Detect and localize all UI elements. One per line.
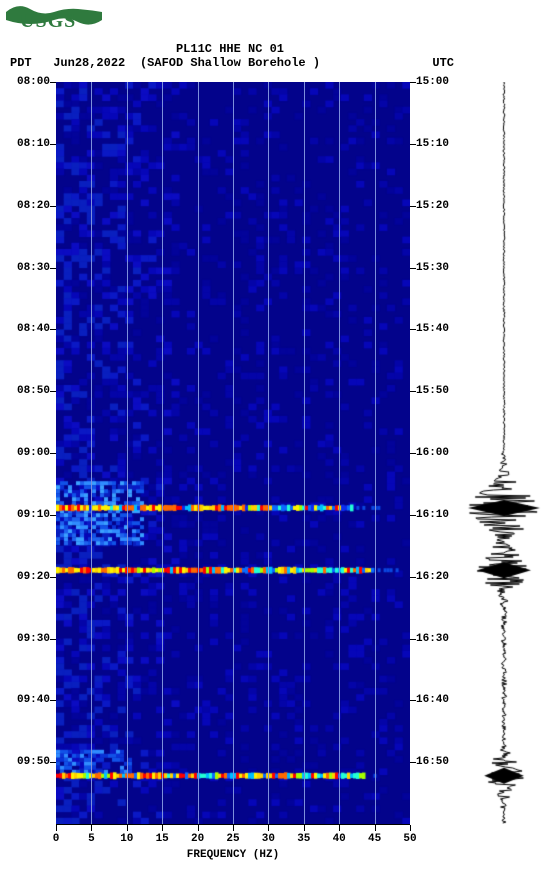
pdt-tick-mark [50,206,56,207]
pdt-tick-mark [50,577,56,578]
grid-line [233,82,234,824]
utc-tick-label: 16:00 [416,447,449,459]
utc-tick-mark [410,453,416,454]
x-tick-mark [410,825,411,831]
x-tick-mark [233,825,234,831]
utc-tick-mark [410,144,416,145]
grid-line [198,82,199,824]
usgs-logo: USGS [6,4,102,36]
utc-tick-mark [410,639,416,640]
grid-line [375,82,376,824]
utc-tick-label: 16:10 [416,509,449,521]
utc-tick-label: 16:20 [416,571,449,583]
x-axis: FREQUENCY (HZ) 05101520253035404550 [56,824,410,864]
header-left: PDT Jun28,2022 [10,56,125,70]
pdt-tick-label: 08:10 [10,138,50,150]
x-tick-mark [198,825,199,831]
spectrogram-plot: 08:0015:0008:1015:1008:2015:2008:3015:30… [56,82,410,824]
grid-line [268,82,269,824]
x-tick-label: 10 [120,833,133,845]
utc-tick-label: 15:20 [416,200,449,212]
pdt-tick-label: 08:30 [10,262,50,274]
x-tick-mark [162,825,163,831]
x-tick-mark [91,825,92,831]
usgs-logo-svg: USGS [6,4,102,32]
x-tick-mark [375,825,376,831]
utc-tick-label: 16:50 [416,756,449,768]
grid-line [304,82,305,824]
utc-tick-mark [410,762,416,763]
pdt-tick-mark [50,762,56,763]
utc-tick-label: 16:40 [416,694,449,706]
pdt-tick-label: 09:50 [10,756,50,768]
pdt-tick-label: 09:40 [10,694,50,706]
header-right: UTC [432,56,454,70]
x-tick-label: 30 [262,833,275,845]
pdt-tick-mark [50,453,56,454]
utc-label: UTC [432,56,454,70]
pdt-tick-mark [50,391,56,392]
page-root: USGS PL11C HHE NC 01 (SAFOD Shallow Bore… [0,0,552,892]
pdt-tick-mark [50,639,56,640]
pdt-label: PDT [10,56,32,70]
utc-tick-mark [410,391,416,392]
x-tick-label: 20 [191,833,204,845]
pdt-tick-label: 08:40 [10,323,50,335]
x-tick-label: 35 [297,833,310,845]
grid-line [162,82,163,824]
pdt-tick-mark [50,515,56,516]
pdt-tick-mark [50,329,56,330]
grid-line [127,82,128,824]
pdt-tick-mark [50,82,56,83]
utc-tick-mark [410,268,416,269]
pdt-tick-label: 08:20 [10,200,50,212]
pdt-tick-label: 08:00 [10,76,50,88]
utc-tick-mark [410,206,416,207]
grid-line [339,82,340,824]
utc-tick-label: 15:00 [416,76,449,88]
x-tick-mark [304,825,305,831]
pdt-tick-label: 09:00 [10,447,50,459]
utc-tick-mark [410,700,416,701]
utc-tick-label: 15:50 [416,385,449,397]
waveform-panel [464,82,544,824]
x-tick-label: 50 [403,833,416,845]
x-tick-mark [339,825,340,831]
utc-tick-mark [410,82,416,83]
pdt-tick-label: 08:50 [10,385,50,397]
date-label: Jun28,2022 [53,56,125,70]
pdt-tick-mark [50,700,56,701]
utc-tick-mark [410,577,416,578]
waveform-canvas [464,82,544,824]
utc-tick-mark [410,515,416,516]
x-tick-label: 45 [368,833,381,845]
x-tick-label: 0 [53,833,60,845]
x-tick-mark [127,825,128,831]
pdt-tick-label: 09:20 [10,571,50,583]
x-tick-label: 5 [88,833,95,845]
pdt-tick-label: 09:30 [10,633,50,645]
utc-tick-label: 15:40 [416,323,449,335]
pdt-tick-mark [50,268,56,269]
pdt-tick-mark [50,144,56,145]
utc-tick-label: 15:10 [416,138,449,150]
grid-line [91,82,92,824]
station-title: PL11C HHE NC 01 [0,42,460,56]
x-tick-label: 25 [226,833,239,845]
utc-tick-label: 16:30 [416,633,449,645]
x-tick-label: 40 [333,833,346,845]
x-tick-mark [56,825,57,831]
x-axis-label: FREQUENCY (HZ) [56,849,410,861]
x-tick-label: 15 [156,833,169,845]
x-tick-mark [268,825,269,831]
utc-tick-label: 15:30 [416,262,449,274]
pdt-tick-label: 09:10 [10,509,50,521]
utc-tick-mark [410,329,416,330]
svg-text:USGS: USGS [20,10,76,32]
